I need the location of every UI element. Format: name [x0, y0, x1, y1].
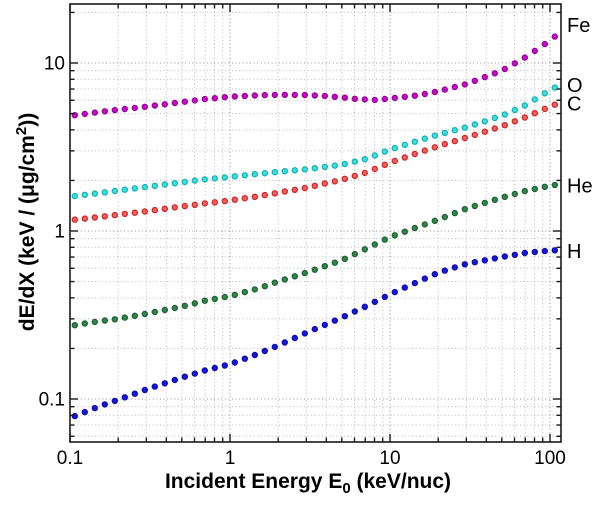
x-tick-labels: 0.1 1 10 100: [57, 448, 566, 469]
series-label-Fe: Fe: [567, 15, 590, 37]
y-tick-label: 0.1: [39, 390, 65, 411]
y-axis-title: dE/dX (keV / (μg/cm2)): [13, 113, 39, 331]
grid-major: [70, 4, 561, 442]
y-tick-label: 10: [44, 54, 65, 75]
y-tick-labels: 10 1 0.1: [39, 54, 65, 411]
series-C-dots: [71, 101, 559, 223]
y-tick-label: 1: [54, 222, 65, 243]
x-tick-label: 1: [225, 448, 236, 469]
series-Fe-dots: [71, 33, 559, 119]
series-labels: Fe OC He H: [567, 15, 593, 263]
axis-ticks: [69, 4, 561, 442]
series-He-dots: [71, 181, 559, 329]
plot-border: [69, 3, 562, 443]
x-tick-label: 10: [379, 448, 400, 469]
series-label-O: O: [567, 75, 583, 97]
grid-minor: [70, 4, 561, 442]
x-tick-label: 0.1: [57, 448, 83, 469]
series-label-H: H: [567, 241, 581, 263]
x-tick-label: 100: [534, 448, 566, 469]
series-label-He: He: [567, 176, 593, 198]
series-O-dots: [71, 84, 559, 200]
series-label-C: C: [567, 93, 581, 115]
series-H-dots: [71, 247, 559, 420]
x-axis-title: Incident Energy E0 (keV/nuc): [165, 470, 451, 497]
